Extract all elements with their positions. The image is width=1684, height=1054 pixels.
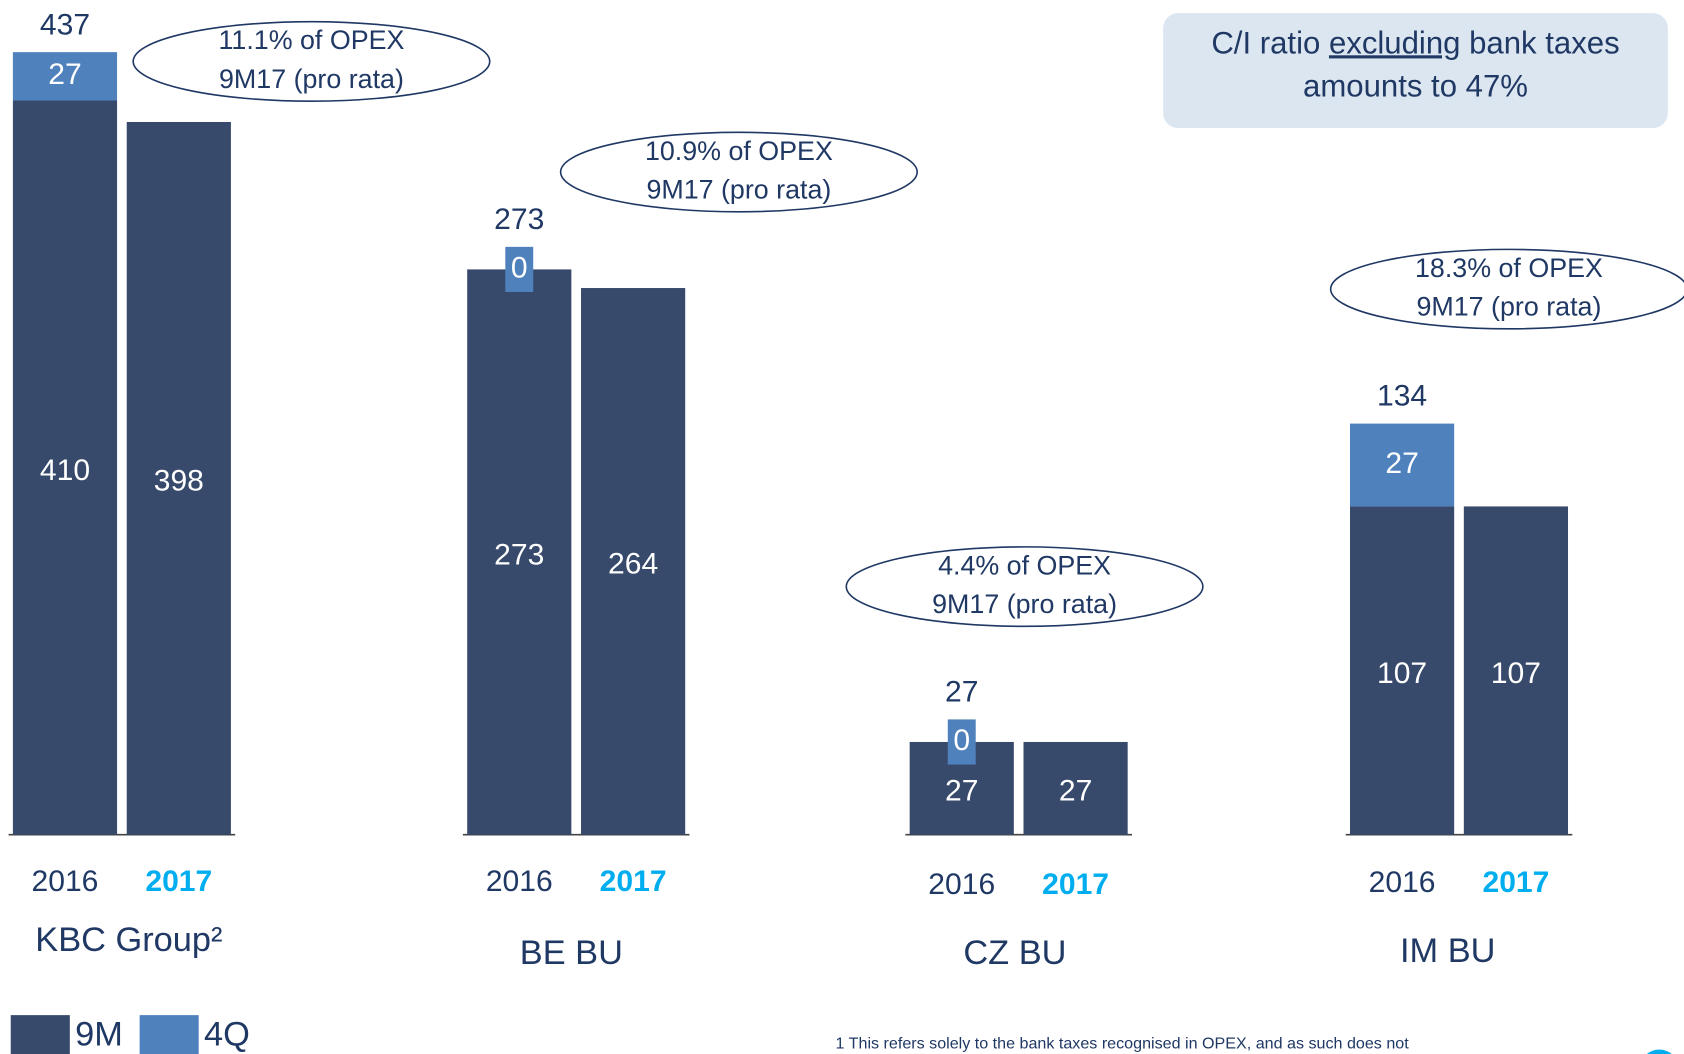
value-label: 27 xyxy=(1059,775,1092,808)
label-bg xyxy=(505,246,534,292)
total-label: 27 xyxy=(945,676,978,709)
annotation-text: 18.3% of OPEX xyxy=(1415,253,1603,283)
legend-swatch xyxy=(10,1015,70,1054)
annotation-ellipse xyxy=(132,20,491,102)
value-label: 0 xyxy=(511,251,528,284)
value-label: 107 xyxy=(1377,657,1427,690)
group-label: KBC Group² xyxy=(35,921,222,959)
category-label: 2017 xyxy=(145,865,212,898)
bar-segment xyxy=(1023,741,1128,835)
category-label: 2017 xyxy=(1482,866,1549,899)
callout-part: C/I ratio xyxy=(1211,26,1329,61)
category-label: 2016 xyxy=(1369,866,1436,899)
annotation-text: 4.4% of OPEX xyxy=(938,550,1111,580)
logo-dot xyxy=(1646,1049,1672,1054)
callout-line1: C/I ratio excluding bank taxes xyxy=(1211,26,1619,61)
annotation-text: 9M17 (pro rata) xyxy=(1416,292,1601,322)
value-label: 398 xyxy=(154,465,204,498)
value-label: 264 xyxy=(608,548,658,581)
category-label: 2016 xyxy=(486,865,553,898)
annotation-ellipse xyxy=(1329,248,1684,330)
category-label: 2017 xyxy=(600,865,667,898)
value-label: 273 xyxy=(494,538,544,571)
value-label: 107 xyxy=(1491,657,1541,690)
value-label: 27 xyxy=(1385,447,1418,480)
total-label: 134 xyxy=(1377,380,1427,413)
value-label: 0 xyxy=(953,724,970,757)
bar-segment xyxy=(581,288,686,835)
annotation-ellipse xyxy=(845,546,1204,628)
group-label: IM BU xyxy=(1400,932,1495,970)
bar-segment xyxy=(467,269,572,835)
label-bg xyxy=(947,719,976,765)
bar-segment xyxy=(1463,506,1569,835)
legend-swatch xyxy=(139,1015,199,1054)
annotation-text: 10.9% of OPEX xyxy=(645,136,833,166)
annotation-ellipse xyxy=(559,131,918,213)
bar-segment xyxy=(1349,506,1455,835)
callout-line2: amounts to 47% xyxy=(1303,68,1528,103)
bar-segment xyxy=(12,52,118,101)
legend-label: 4Q xyxy=(204,1016,250,1054)
category-label: 2016 xyxy=(32,865,99,898)
annotation-text: 9M17 (pro rata) xyxy=(932,589,1117,619)
bar-segment xyxy=(1349,423,1455,507)
value-label: 27 xyxy=(48,58,81,91)
legend-label: 9M xyxy=(75,1016,123,1054)
bar-segment xyxy=(12,100,118,835)
group-label: CZ BU xyxy=(963,934,1066,972)
value-label: 410 xyxy=(40,454,90,487)
total-label: 273 xyxy=(494,203,544,236)
annotation-text: 9M17 (pro rata) xyxy=(646,174,831,204)
category-label: 2017 xyxy=(1042,868,1109,901)
group-label: BE BU xyxy=(520,934,623,972)
annotation-text: 9M17 (pro rata) xyxy=(219,64,404,94)
bar-segment xyxy=(126,121,231,835)
callout-part: bank taxes xyxy=(1460,26,1619,61)
category-label: 2016 xyxy=(928,868,995,901)
value-label: 27 xyxy=(945,775,978,808)
callout-box xyxy=(1163,13,1668,129)
footnote: 1 This refers solely to the bank taxes r… xyxy=(836,1034,1410,1052)
annotation-text: 11.1% of OPEX xyxy=(218,25,404,55)
callout-part: excluding xyxy=(1329,26,1461,61)
total-label: 437 xyxy=(40,8,90,41)
